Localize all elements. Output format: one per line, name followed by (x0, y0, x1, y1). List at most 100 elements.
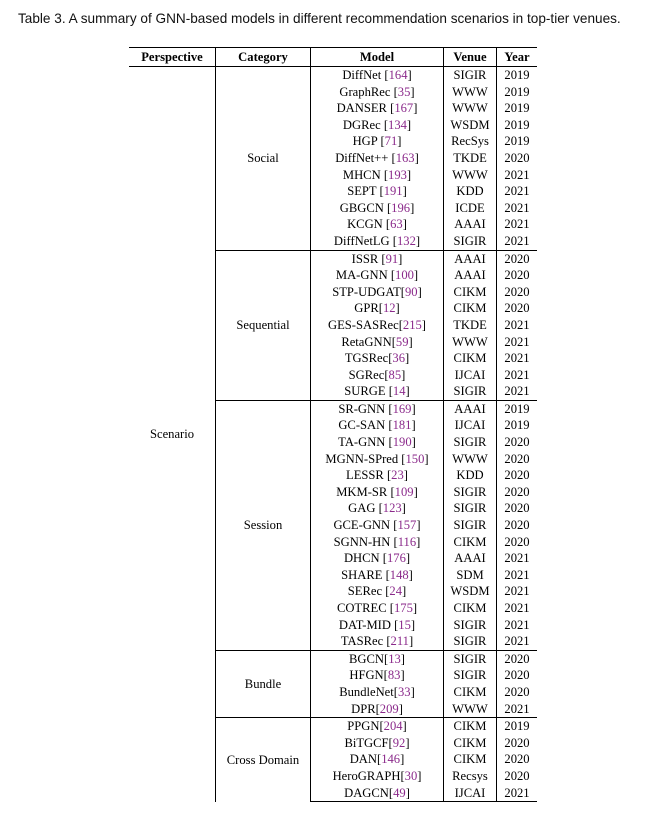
venue-cell: TKDE (443, 149, 497, 167)
citation-link[interactable]: 167 (394, 101, 414, 116)
citation-link[interactable]: 23 (391, 468, 404, 483)
citation-link[interactable]: 157 (397, 518, 417, 533)
citation-link[interactable]: 132 (396, 233, 416, 248)
model-cell: SGNN-HN [116] (310, 533, 444, 551)
venue-cell: SIGIR (443, 483, 497, 501)
venue-cell: SIGIR (443, 434, 497, 451)
model-cell: DAT-MID [15] (310, 616, 444, 634)
year-cell: 2021 (496, 199, 537, 217)
table-row: SERec [24] WSDM 2021 (129, 583, 537, 600)
citation-link[interactable]: 163 (395, 150, 415, 165)
model-name: HGP (352, 134, 378, 149)
model-cell: COTREC [175] (310, 600, 444, 617)
citation-link[interactable]: 13 (388, 651, 401, 666)
year-cell: 2019 (496, 399, 537, 418)
citation-link[interactable]: 148 (389, 567, 409, 582)
citation-link[interactable]: 116 (397, 534, 417, 549)
table-row: MHCN [193] WWW 2021 (129, 166, 537, 184)
year-cell: 2021 (496, 633, 537, 651)
citation-link[interactable]: 36 (392, 351, 405, 366)
citation-link[interactable]: 176 (386, 551, 406, 566)
year-cell: 2021 (496, 166, 537, 184)
citation-link[interactable]: 24 (389, 584, 402, 599)
table-row: Bundle BGCN[13] SIGIR 2020 (129, 649, 537, 718)
model-name: MKM-SR (336, 484, 388, 499)
citation-link[interactable]: 215 (402, 317, 422, 332)
model-name: BiTGCF (344, 735, 389, 750)
citation-link[interactable]: 83 (387, 668, 401, 683)
table-row: Cross Domain PPGN[204] CIKM 2019 (129, 717, 537, 802)
venue-cell: CIKM (443, 600, 497, 617)
citation-link[interactable]: 164 (388, 68, 408, 82)
citation-link[interactable]: 91 (385, 251, 399, 266)
model-name: HeroGRAPH (332, 768, 401, 783)
table-row: GraphRec [35] WWW 2019 (129, 83, 537, 101)
table-row: DHCN [176] AAAI 2021 (129, 550, 537, 567)
year-cell: 2021 (496, 183, 537, 200)
venue-cell: CIKM (443, 683, 497, 701)
citation-link[interactable]: 14 (392, 384, 406, 399)
table-row: BundleNet[33] CIKM 2020 (129, 683, 537, 701)
model-name: HFGN (349, 668, 384, 683)
citation-link[interactable]: 33 (397, 684, 411, 699)
category-cell: Social (215, 66, 311, 251)
venue-cell: CIKM (443, 751, 497, 768)
model-name: BundleNet (339, 684, 394, 699)
year-cell: 2019 (496, 133, 537, 150)
venue-cell: WWW (443, 450, 497, 468)
model-cell: DAN[146] (310, 751, 444, 768)
citation-link[interactable]: 181 (392, 418, 412, 433)
year-cell: 2020 (496, 751, 537, 768)
citation-link[interactable]: 15 (398, 617, 411, 632)
citation-link[interactable]: 146 (381, 752, 401, 767)
citation-link[interactable]: 92 (392, 735, 406, 750)
citation-link[interactable]: 190 (392, 435, 412, 450)
table-row: DiffNetLG [132] SIGIR 2021 (129, 232, 537, 251)
year-cell: 2019 (496, 83, 537, 101)
citation-link[interactable]: 193 (388, 167, 407, 182)
citation-link[interactable]: 59 (395, 334, 409, 349)
model-cell: DiffNetLG [132] (310, 232, 444, 251)
model-name: TA-GNN (338, 435, 386, 450)
citation-link[interactable]: 49 (393, 785, 406, 800)
year-cell: 2021 (496, 700, 537, 718)
venue-cell: SIGIR (443, 616, 497, 634)
citation-link[interactable]: 175 (393, 601, 413, 615)
year-cell: 2019 (496, 717, 537, 735)
citation-link[interactable]: 209 (379, 701, 399, 716)
category-cell: Session (215, 399, 311, 651)
citation-link[interactable]: 169 (392, 401, 412, 416)
year-cell: 2021 (496, 350, 537, 367)
year-cell: 2020 (496, 434, 537, 451)
category-cell: Bundle (215, 649, 311, 718)
citation-link[interactable]: 191 (383, 184, 403, 199)
citation-link[interactable]: 100 (395, 268, 414, 283)
citation-link[interactable]: 150 (405, 451, 425, 466)
citation-link[interactable]: 12 (382, 301, 396, 316)
model-cell: STP-UDGAT[90] (310, 283, 444, 301)
citation-link[interactable]: 196 (391, 200, 411, 215)
citation-link[interactable]: 109 (394, 484, 414, 499)
table-row: TGSRec[36] CIKM 2021 (129, 350, 537, 367)
citation-link[interactable]: 63 (390, 217, 403, 232)
citation-link[interactable]: 204 (383, 719, 403, 734)
venue-cell: ICDE (443, 199, 497, 217)
venue-cell: AAAI (443, 550, 497, 567)
citation-link[interactable]: 134 (388, 117, 407, 132)
model-name: KCGN (347, 217, 383, 232)
model-name: DHCN (343, 551, 380, 566)
citation-link[interactable]: 30 (404, 768, 418, 783)
table-row: DANSER [167] WWW 2019 (129, 100, 537, 117)
citation-link[interactable]: 123 (382, 501, 402, 516)
year-cell: 2020 (496, 283, 537, 301)
venue-cell: RecSys (443, 133, 497, 150)
citation-link[interactable]: 85 (388, 367, 402, 382)
citation-link[interactable]: 90 (404, 284, 418, 299)
header-perspective: Perspective (129, 47, 216, 67)
citation-link[interactable]: 71 (384, 134, 398, 149)
citation-link[interactable]: 35 (397, 84, 411, 99)
year-cell: 2020 (496, 533, 537, 551)
model-cell: SERec [24] (310, 583, 444, 600)
table-row: TA-GNN [190] SIGIR 2020 (129, 434, 537, 451)
citation-link[interactable]: 211 (390, 634, 409, 649)
